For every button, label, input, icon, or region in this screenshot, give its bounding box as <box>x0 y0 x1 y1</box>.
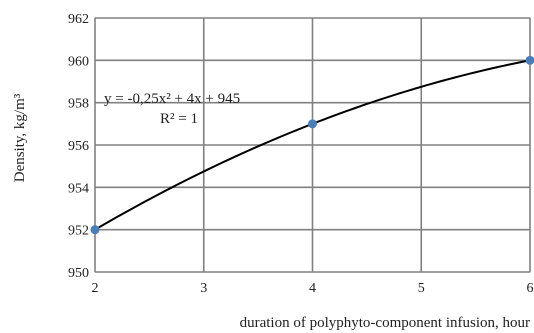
y-tick-label: 960 <box>68 54 89 69</box>
data-point <box>525 55 534 65</box>
trendline-equation: y = -0,25x² + 4x + 945 <box>104 91 240 107</box>
y-tick-label: 962 <box>68 12 89 27</box>
x-axis-ticks: 2 3 4 5 6 <box>92 281 534 296</box>
x-tick-label: 5 <box>418 281 425 296</box>
x-tick-label: 6 <box>527 281 534 296</box>
trendline-r2: R² = 1 <box>160 111 198 127</box>
data-point <box>90 225 100 235</box>
y-axis-title: Density, kg/m³ <box>12 93 28 182</box>
x-axis-title: duration of polyphyto-component infusion… <box>240 315 530 331</box>
data-points <box>90 55 534 235</box>
y-tick-label: 958 <box>68 97 89 112</box>
x-tick-label: 3 <box>200 281 207 296</box>
y-tick-label: 956 <box>68 139 89 154</box>
data-point <box>308 119 317 129</box>
x-tick-label: 2 <box>92 281 99 296</box>
gridlines <box>94 17 531 273</box>
y-tick-label: 950 <box>68 266 89 281</box>
y-tick-label: 954 <box>68 181 89 196</box>
x-tick-label: 4 <box>309 281 316 296</box>
y-axis-ticks: 950 952 954 956 958 960 962 <box>68 12 89 281</box>
y-tick-label: 952 <box>68 224 89 239</box>
